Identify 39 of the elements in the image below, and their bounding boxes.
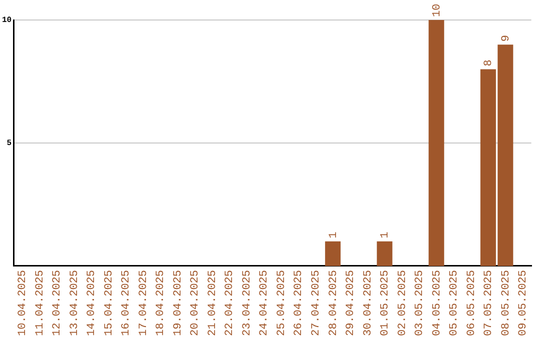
x-tick-label: 12.04.2025 [52,270,64,336]
x-tick-label: 04.05.2025 [431,270,444,336]
x-tick-label: 07.05.2025 [483,270,496,336]
y-tick-label: 5 [6,139,12,148]
x-tick-label: 14.04.2025 [86,270,98,336]
x-tick-label: 22.04.2025 [224,270,236,336]
x-tick-label: 05.05.2025 [448,270,461,336]
x-tick-label: 24.04.2025 [258,270,271,336]
data-label: 10 [431,4,444,17]
x-tick-label: 13.04.2025 [68,270,81,336]
bar [376,241,392,266]
x-tick-label: 23.04.2025 [241,270,254,336]
x-tick-label: 29.04.2025 [345,270,358,336]
x-tick-label: 30.04.2025 [362,270,374,336]
x-tick-label: 11.04.2025 [34,270,46,336]
data-label: 9 [500,34,512,42]
x-tick-label: 06.05.2025 [466,270,478,336]
x-tick-label: 02.05.2025 [396,270,409,336]
x-tick-label: 15.04.2025 [103,270,116,336]
x-tick-label: 18.04.2025 [155,270,168,336]
data-label: 1 [328,231,340,238]
bar [325,241,341,266]
x-tick-label: 17.04.2025 [138,270,150,336]
x-tick-label: 08.05.2025 [500,270,512,336]
x-tick-label: 16.04.2025 [120,270,133,336]
bar [428,20,444,266]
x-tick-label: 09.05.2025 [518,270,530,336]
x-tick-label: 19.04.2025 [172,270,184,336]
x-tick-label: 26.04.2025 [293,270,306,336]
x-tick-label: 01.05.2025 [380,270,392,336]
data-label: 1 [380,231,392,238]
data-label: 8 [483,60,496,66]
x-tick-label: 21.04.2025 [206,270,219,336]
x-tick-label: 27.04.2025 [310,270,322,336]
x-tick-label: 28.04.2025 [328,270,340,336]
x-tick-label: 03.05.2025 [414,270,426,336]
x-tick-label: 10.04.2025 [17,270,30,336]
x-tick-label: 25.04.2025 [276,270,288,336]
x-tick-label: 20.04.2025 [190,270,202,336]
